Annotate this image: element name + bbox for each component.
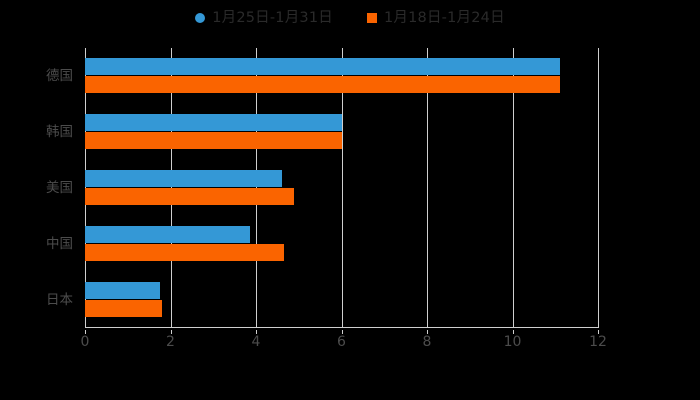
bar[interactable]: [85, 244, 284, 261]
bar[interactable]: [85, 226, 250, 243]
legend-item-series-0[interactable]: 1月25日-1月31日: [195, 10, 333, 26]
gridline: [512, 48, 514, 328]
x-axis-tick-label: 10: [503, 334, 522, 350]
x-axis-tick-label: 12: [589, 334, 607, 350]
x-axis-tick-label: 0: [80, 334, 90, 350]
gridline: [427, 48, 428, 328]
x-axis-tick-mark: [598, 330, 599, 334]
bar[interactable]: [85, 282, 160, 299]
x-axis-labels: 0 2 4 6 8 10 12: [81, 330, 607, 354]
y-axis-tick-label: 美国: [46, 180, 73, 196]
bar[interactable]: [85, 300, 162, 317]
legend-marker-circle-icon: [195, 13, 206, 23]
x-axis-tick-mark: [170, 330, 172, 334]
x-axis-tick-mark: [512, 330, 514, 334]
gridline: [341, 48, 343, 328]
bar[interactable]: [85, 170, 282, 187]
x-axis-tick-mark: [427, 330, 428, 334]
bar[interactable]: [85, 76, 560, 93]
x-axis-tick-mark: [85, 330, 86, 334]
chart-legend: 1月25日-1月31日 1月18日-1月24日: [0, 6, 700, 30]
x-axis-tick-label: 8: [422, 334, 432, 350]
bar-group: [85, 58, 598, 94]
bar[interactable]: [85, 58, 560, 75]
y-axis-tick-label: 德国: [46, 68, 73, 84]
gridline: [598, 48, 599, 328]
x-axis-tick-label: 2: [166, 334, 175, 350]
legend-label-series-1: 1月18日-1月24日: [384, 10, 505, 26]
legend-item-series-1[interactable]: 1月18日-1月24日: [367, 10, 505, 26]
x-axis-tick-label: 6: [337, 334, 346, 350]
x-axis-tick-mark: [256, 330, 257, 334]
bar[interactable]: [85, 114, 342, 131]
x-axis-tick-mark: [341, 330, 343, 334]
bar-group: [85, 170, 598, 206]
y-axis-tick-label: 韩国: [46, 124, 73, 140]
bar-group: [85, 282, 598, 318]
legend-label-series-0: 1月25日-1月31日: [212, 10, 333, 26]
plot-area: [85, 48, 599, 328]
bar[interactable]: [85, 132, 342, 149]
bar[interactable]: [85, 188, 295, 205]
bar-group: [85, 114, 598, 150]
y-axis-tick-label: 中国: [46, 236, 73, 252]
legend-marker-square-icon: [367, 13, 377, 23]
y-axis-labels: 德国韩国美国中国日本: [0, 48, 85, 328]
bar-group: [85, 226, 598, 262]
x-axis-tick-label: 4: [251, 334, 261, 350]
y-axis-tick-label: 日本: [46, 292, 73, 308]
